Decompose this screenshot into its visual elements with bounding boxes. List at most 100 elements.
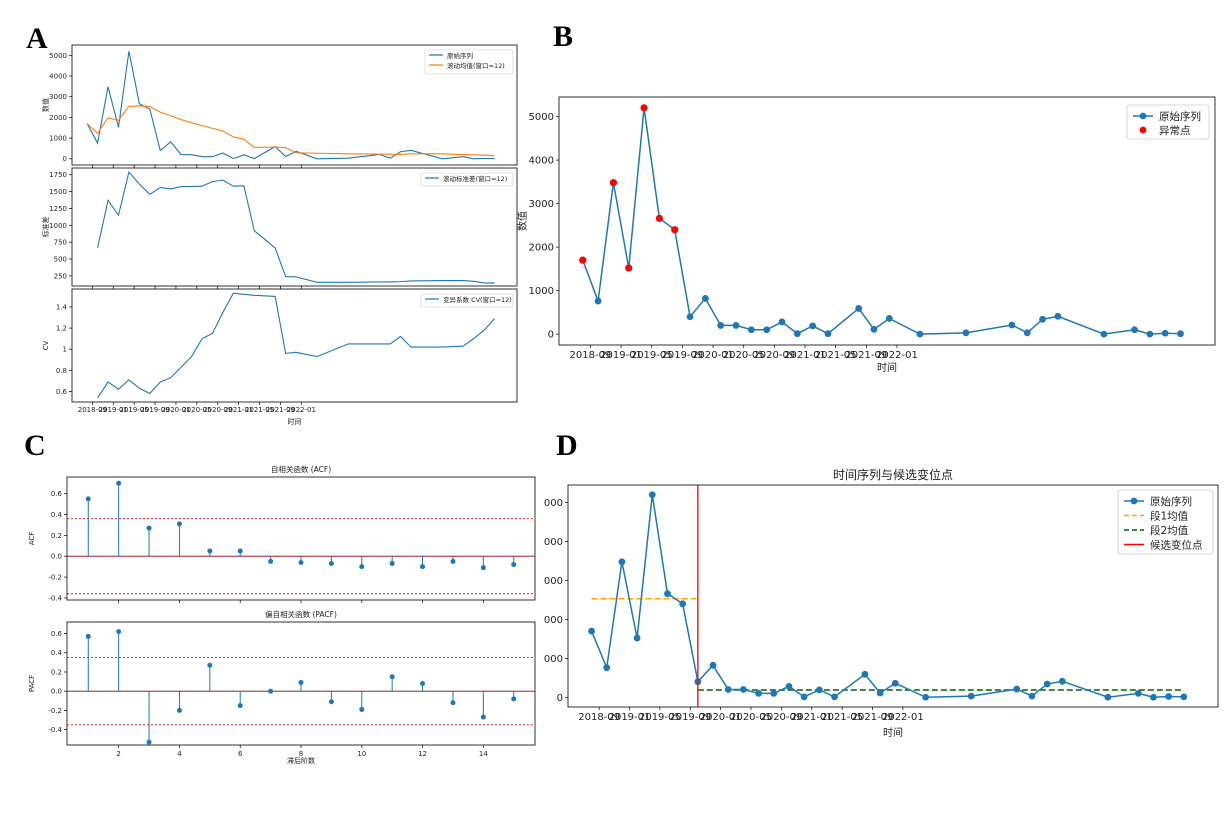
panel-d-xtick-label: 2021-05	[821, 712, 863, 723]
panel-c-2-xtick-label: 2	[116, 750, 120, 758]
panel-a-2-ytick-label: 250	[54, 272, 67, 280]
panel-a-2-legend-label: 滚动标准差(窗口=12)	[443, 174, 507, 183]
panel-b-anomaly-point	[640, 104, 648, 112]
panel-d-data-point	[755, 689, 762, 697]
panel-d-xlabel: 时间	[883, 726, 903, 739]
panel-c-1-ytick-label: 0.4	[51, 511, 63, 519]
panel-a-1-ytick-label: 1000	[49, 135, 67, 143]
panel-d-xtick-label: 2022-01	[882, 712, 924, 723]
panel-a-2-ytick-label: 1500	[49, 188, 67, 196]
panel-a-1-legend-box	[424, 49, 514, 75]
panel-c-1-stem-marker	[359, 564, 365, 570]
panel-a-2-ytick-label: 500	[54, 255, 67, 263]
panel-d-legend-label: 候选变位点	[1150, 539, 1203, 552]
panel-b-xlabel: 时间	[877, 361, 897, 374]
panel-d-xtick-label: 2021-09	[852, 712, 894, 723]
panel-d-ytick-label: 0	[557, 693, 563, 704]
panel-b-ytick-label: 2000	[529, 243, 554, 254]
panel-c-1-ylabel: ACF	[28, 532, 36, 546]
panel-b-xtick-label: 2020-05	[723, 350, 765, 361]
panel-a-3-ytick-label: 0.6	[56, 388, 68, 396]
panel-c-2-ylabel: PACF	[28, 675, 36, 692]
panel-c-2-ytick-label: 0.4	[51, 649, 63, 657]
panel-b-ytick-label: 1000	[529, 286, 554, 297]
panel-b-legend-marker-swatch	[1139, 112, 1147, 120]
panel-label-d: D	[556, 429, 578, 462]
panel-b-series-line	[582, 107, 1181, 335]
panel-c-2-ytick-label: 0.0	[51, 688, 62, 696]
panel-c-2-ytick-label: 0.6	[51, 630, 63, 638]
panel-b-legend-box	[1126, 104, 1210, 140]
panel-d-ytick-label: 000	[544, 576, 563, 587]
panel-d-ytick-label: 000	[544, 498, 563, 509]
panel-b-ytick-label: 3000	[529, 199, 554, 210]
panel-d-data-point	[724, 686, 732, 693]
panel-c-1-stem-marker	[268, 558, 274, 564]
panel-a-3-ylabel: CV	[42, 340, 50, 350]
panel-b-anomaly-point	[655, 214, 663, 222]
panel-b-data-point	[870, 325, 878, 333]
panel-d-xtick-label: 2020-05	[730, 712, 772, 723]
panel-a-3-xtick-label: 2020-05	[182, 406, 211, 414]
panel-c-1-stem-marker	[146, 525, 152, 531]
panel-d-data-point	[1180, 693, 1188, 701]
panel-c-2-xtick-label: 4	[177, 750, 182, 758]
panel-b-data-point	[855, 305, 863, 312]
panel-a-3-legend-label: 变异系数 CV(窗口=12)	[443, 295, 512, 304]
panel-b-data-point	[594, 297, 602, 305]
panel-c-1-title: 自相关函数 (ACF)	[271, 464, 331, 474]
panel-b-data-point	[1023, 329, 1031, 337]
panel-a-3-ytick-label: 1	[63, 346, 67, 354]
panel-d-data-point	[679, 600, 687, 608]
panel-b-xtick-label: 2021-01	[784, 350, 826, 361]
panel-d-legend-marker-swatch	[1130, 497, 1138, 505]
panel-c-1-stem-marker	[328, 561, 334, 567]
panel-a-2-ytick-label: 1750	[49, 171, 67, 179]
panel-b-data-point	[778, 318, 786, 326]
panel-a-3-legend-box	[420, 293, 514, 308]
panel-d-data-point	[603, 664, 611, 672]
panel-c-2-xtick-label: 8	[299, 750, 303, 758]
panel-a-1-ytick-label: 2000	[49, 114, 67, 122]
panel-b-legend-label: 原始序列	[1159, 110, 1201, 123]
panel-b-anomaly-point	[609, 179, 618, 187]
panel-a-3-xtick-label: 2019-01	[99, 406, 128, 414]
panel-d-frame	[567, 484, 1219, 708]
panel-d-data-point	[831, 693, 838, 701]
panel-a-2-frame	[71, 167, 518, 287]
panel-d-data-point	[1058, 677, 1066, 685]
panel-b-data-point	[686, 313, 694, 321]
panel-c-1-stem-marker	[237, 548, 243, 554]
panel-a-3-xtick-label: 2022-01	[287, 406, 316, 414]
panel-b-frame	[558, 96, 1216, 346]
panel-d-data-point	[1165, 693, 1173, 700]
panel-a-1-legend-label: 原始序列	[447, 51, 473, 60]
panel-d-data-point	[709, 661, 717, 669]
panel-c-2-stem-marker	[450, 700, 456, 706]
panel-a-3-xtick-label: 2021-05	[245, 406, 274, 414]
panel-b-data-point	[1054, 312, 1062, 320]
panel-a-1-series-line	[86, 51, 495, 160]
panel-d-data-point	[785, 682, 793, 690]
panel-d-data-point	[922, 693, 930, 701]
panel-a-1-ytick-label: 5000	[49, 52, 67, 60]
panel-c-2-stem-marker	[176, 707, 182, 713]
panel-b-xtick-label: 2018-09	[570, 350, 612, 361]
panel-d-data-point	[618, 558, 626, 566]
panel-b-xtick-label: 2022-01	[876, 350, 918, 361]
panel-b-ytick-label: 4000	[529, 156, 554, 167]
panel-a-3-ytick-label: 1.4	[56, 303, 68, 311]
panel-c-2-ytick-label: -0.4	[48, 726, 62, 734]
panel-c-2-stem-marker	[389, 674, 395, 680]
panel-d-data-point	[1013, 685, 1021, 693]
panel-d-xtick-label: 2020-09	[760, 712, 802, 723]
panel-d-xtick-label: 2020-01	[700, 712, 742, 723]
panel-b-anomaly-point	[579, 256, 587, 264]
panel-c-2-ytick-label: -0.2	[48, 707, 62, 715]
panel-d-ytick-label: 000	[544, 615, 563, 626]
panel-b-xtick-label: 2021-09	[845, 350, 887, 361]
panel-a-3-xtick-label: 2018-09	[78, 406, 107, 414]
panel-b-legend-label: 异常点	[1159, 124, 1191, 137]
panel-d-data-point	[1134, 689, 1142, 697]
panel-b-data-point	[747, 326, 755, 334]
